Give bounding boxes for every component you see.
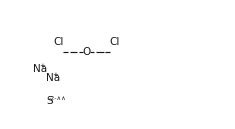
Text: Na: Na — [47, 73, 61, 83]
Text: Cl: Cl — [54, 37, 64, 47]
Text: O: O — [82, 47, 91, 57]
Text: Na: Na — [33, 64, 47, 74]
Text: +: + — [52, 72, 58, 78]
Text: S: S — [47, 96, 53, 106]
Text: Cl: Cl — [110, 37, 120, 47]
Text: +: + — [39, 63, 45, 69]
Text: -2-∧∧: -2-∧∧ — [49, 96, 67, 101]
